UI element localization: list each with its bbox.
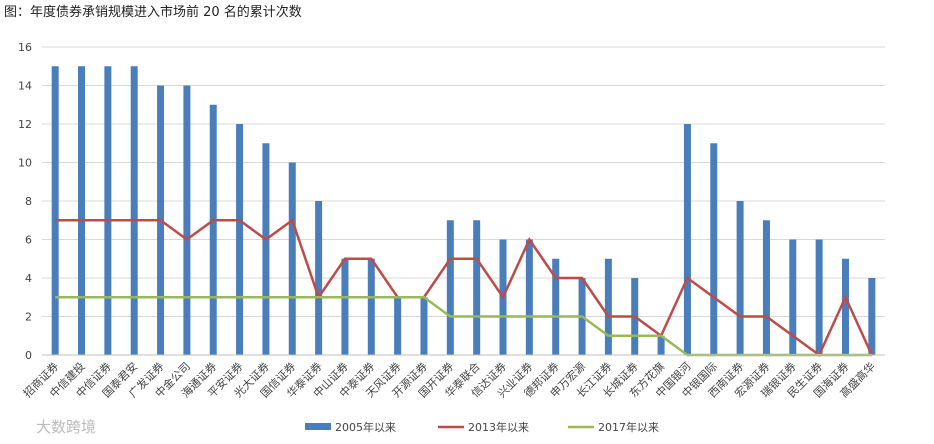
bar [736,201,744,355]
bar [789,239,797,355]
bar [604,258,612,355]
bar [78,66,86,355]
bar [841,258,849,355]
bar [525,239,533,355]
bar [367,258,375,355]
y-tick-label: 14 [18,80,32,93]
y-tick-label: 6 [25,234,32,247]
bar [394,297,402,355]
legend-label: 2005年以来 [335,420,396,434]
bar [657,335,665,355]
bar [209,104,217,355]
y-tick-label: 8 [25,195,32,208]
bar [236,124,244,355]
bar [183,85,191,355]
bar [104,66,112,355]
line-series [55,296,872,357]
y-tick-label: 2 [25,311,32,324]
bar [815,239,823,355]
legend-label: 2013年以来 [468,420,529,434]
bar [51,66,59,355]
legend-swatch [305,423,331,430]
bar [420,297,428,355]
bar [262,143,270,355]
bar [868,278,876,355]
line-series [55,218,873,357]
bar [315,201,323,355]
y-tick-label: 10 [18,157,32,170]
bar [288,162,296,355]
bar [762,220,770,355]
bar [130,66,138,355]
y-tick-label: 12 [18,118,32,131]
legend-label: 2017年以来 [598,420,659,434]
y-tick-label: 16 [18,41,32,54]
watermark: 大数跨境 [36,418,96,436]
bar [710,143,718,355]
bar [473,220,481,355]
y-tick-label: 4 [25,272,32,285]
y-tick-label: 0 [25,349,32,362]
chart-title: 图：年度债券承销规模进入市场前 20 名的累计次数 [4,4,302,20]
bar [683,124,691,355]
bar [341,258,349,355]
bar [552,258,560,355]
bar [446,220,454,355]
